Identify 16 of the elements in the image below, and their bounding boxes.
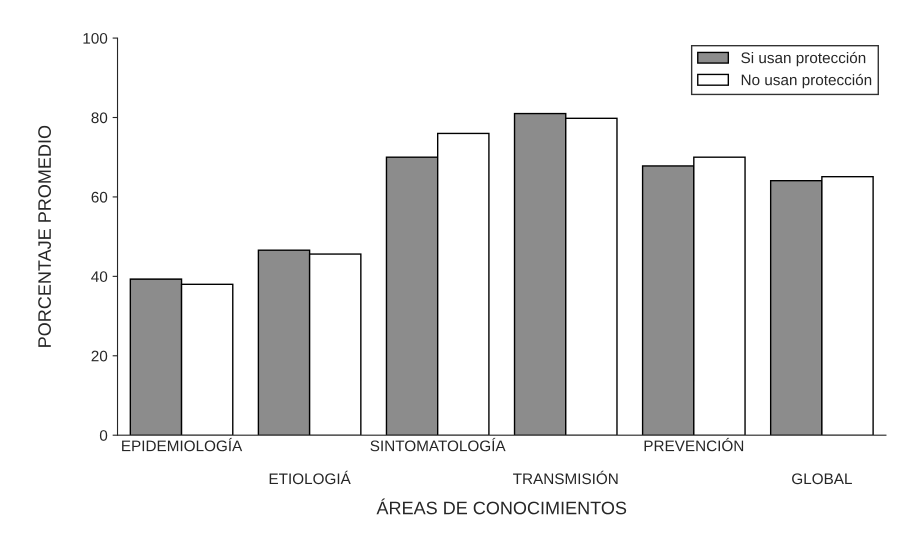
y-tick-label: 80 <box>91 112 108 124</box>
x-tick-label: ETIOLOGIÁ <box>270 470 351 484</box>
legend-label: Si usan protección <box>741 52 866 66</box>
x-tick-label: SINTOMATOLOGÍA <box>370 438 506 452</box>
x-tick-label: EPIDEMIOLOGÍA <box>122 438 242 452</box>
y-tick-label: 0 <box>100 430 108 441</box>
y-tick-label: 60 <box>92 192 108 203</box>
y-axis-title: PORCENTAJE PROMEDIO <box>38 126 51 347</box>
y-tick-label: 40 <box>91 271 108 282</box>
x-tick-label: GLOBAL <box>792 473 852 484</box>
y-tick-label: 20 <box>92 350 108 362</box>
x-axis-title: ÁREAS DE CONOCIMIENTOS <box>376 498 626 514</box>
y-tick-label: 100 <box>83 32 108 44</box>
legend-label: No usan protección <box>742 74 872 88</box>
x-tick-label: PREVENCIÓN <box>644 438 744 452</box>
x-tick-label: TRANSMISIÓN <box>513 470 618 484</box>
